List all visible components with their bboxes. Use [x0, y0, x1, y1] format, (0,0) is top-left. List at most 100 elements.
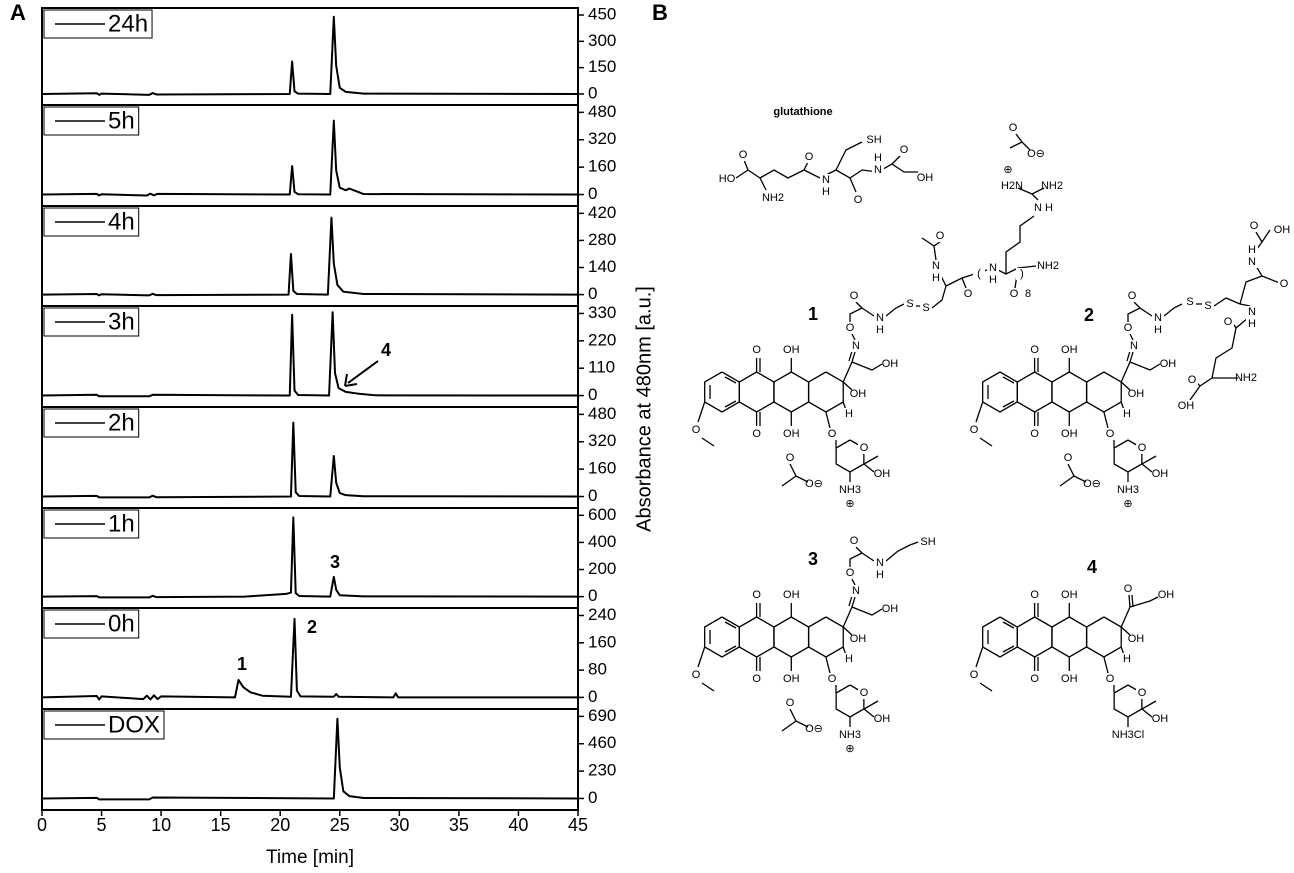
label-bg [820, 174, 832, 186]
bond [1085, 371, 1122, 413]
label-bg [1028, 673, 1041, 685]
label-bg [872, 152, 884, 164]
label-bg [1186, 374, 1198, 386]
y-tick-label: 600 [588, 505, 616, 524]
bond [979, 437, 993, 447]
bond [1126, 350, 1131, 362]
bond [701, 437, 715, 447]
atom-label: N [874, 164, 882, 176]
label-bg [904, 298, 916, 310]
label-bg [750, 673, 763, 685]
label-bg [1028, 344, 1041, 356]
label-bg [868, 134, 880, 146]
label-bg [1202, 300, 1214, 312]
atom-label: O [1030, 589, 1039, 601]
bond [1103, 656, 1109, 674]
legend-label: 1h [108, 510, 135, 537]
x-tick-label: 0 [37, 815, 47, 835]
atom-label: H [1248, 244, 1256, 256]
label-bg [844, 743, 856, 755]
bond [1120, 361, 1131, 383]
bond [835, 141, 863, 171]
atom-label: ( [977, 268, 981, 280]
atom-label: O⊖ [1027, 148, 1045, 160]
label-bg [850, 340, 862, 352]
label-bg [844, 484, 856, 496]
bond [1239, 275, 1263, 305]
atom-label: OH [1061, 673, 1078, 685]
bond [1009, 141, 1023, 149]
bond [1199, 327, 1237, 387]
atom-label: H [1248, 318, 1256, 330]
bond [945, 277, 963, 287]
bond [724, 376, 737, 384]
y-tick-label: 480 [588, 404, 616, 423]
molecule-name: glutathione [773, 106, 832, 118]
label-bg [1246, 318, 1258, 330]
chromatogram-line [41, 617, 578, 701]
y-tick-label: 320 [588, 129, 616, 148]
atom-label: N [822, 174, 830, 186]
label-bg [1122, 498, 1134, 510]
atom-label: O [1106, 428, 1115, 440]
bond [1128, 594, 1131, 608]
atom-label: NH2 [1235, 372, 1257, 384]
chromatogram-line [41, 717, 579, 801]
atom-label: O [1106, 673, 1115, 685]
atom-label: O [1010, 288, 1019, 300]
bond [1005, 215, 1035, 274]
atom-label: H [932, 272, 940, 284]
label-bg [1122, 729, 1134, 741]
atom-label: O [1138, 687, 1147, 699]
atom-label: OH [1178, 400, 1195, 412]
compound-number: 4 [1087, 557, 1097, 577]
atom-label: H [876, 569, 884, 581]
bond [1120, 626, 1131, 636]
bond [842, 361, 853, 383]
label-bg [973, 268, 985, 280]
annotation-arrow [347, 360, 379, 384]
atom-label: OH [783, 589, 800, 601]
bond [855, 546, 863, 554]
atom-label: OH [1061, 589, 1078, 601]
x-tick-label: 30 [389, 815, 409, 835]
label-bg [962, 288, 974, 300]
y-tick-label: 80 [588, 660, 607, 679]
bond [738, 371, 775, 413]
bond [1067, 463, 1075, 477]
label-bg [1063, 344, 1076, 356]
bond [697, 646, 706, 668]
label-bg [843, 653, 855, 665]
atom-label: O [846, 567, 855, 579]
atom-label: OH [1160, 358, 1177, 370]
y-tick-label: 200 [588, 559, 616, 578]
atom-label: O [850, 535, 859, 547]
label-bg [1136, 442, 1148, 454]
y-tick-label: 420 [588, 203, 616, 222]
bond [1120, 381, 1131, 391]
y-tick-label: 400 [588, 532, 616, 551]
label-bg [785, 673, 798, 685]
panel-label: A [10, 0, 26, 25]
y-tick-label: 330 [588, 303, 616, 322]
label-bg [1022, 288, 1034, 300]
label-bg [803, 151, 815, 163]
y-tick-label: 0 [588, 184, 597, 203]
chromatogram-line [41, 421, 579, 499]
label-bg [920, 302, 932, 314]
bond [863, 708, 875, 718]
label-bg [767, 192, 779, 204]
atom-label: S [1186, 296, 1193, 308]
label-bg [1246, 306, 1258, 318]
legend-label: 3h [108, 308, 135, 335]
atom-label: O⊖ [805, 723, 823, 735]
atom-label: N [932, 260, 940, 272]
y-tick-label: 0 [588, 83, 597, 102]
bond [1255, 231, 1263, 243]
atom-label: OH [1061, 344, 1078, 356]
bond [1163, 303, 1183, 317]
label-bg [1016, 268, 1028, 280]
label-bg [930, 260, 942, 272]
atom-label: N [1154, 312, 1162, 324]
atom-label: NH3 [839, 484, 861, 496]
